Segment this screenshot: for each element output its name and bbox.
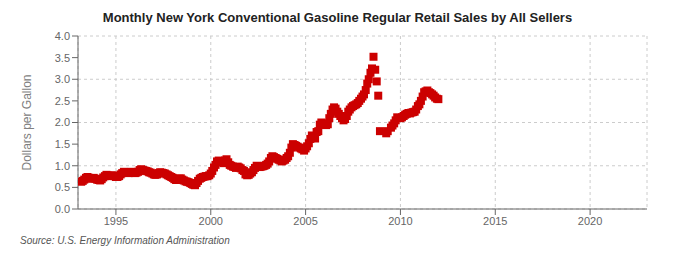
svg-text:1995: 1995 [104, 215, 128, 227]
svg-text:2010: 2010 [388, 215, 412, 227]
svg-text:2005: 2005 [293, 215, 317, 227]
svg-text:0.5: 0.5 [55, 181, 70, 193]
svg-text:3.0: 3.0 [55, 73, 70, 85]
svg-text:4.0: 4.0 [55, 30, 70, 42]
html-text:Monthly New York Conventional: Monthly New York Conventional Gasoline R… [102, 10, 573, 25]
svg-text:2000: 2000 [199, 215, 223, 227]
svg-text:2.0: 2.0 [55, 116, 70, 128]
svg-text:2.5: 2.5 [55, 95, 70, 107]
svg-text:Dollars per Gallon: Dollars per Gallon [20, 74, 34, 170]
svg-text:2015: 2015 [483, 215, 507, 227]
svg-text:1.5: 1.5 [55, 138, 70, 150]
svg-text:3.5: 3.5 [55, 52, 70, 64]
html-text:Source: U.S. Energy Informatio: Source: U.S. Energy Information Administ… [20, 235, 230, 246]
svg-text:0.0: 0.0 [55, 203, 70, 215]
svg-text:1.0: 1.0 [55, 160, 70, 172]
svg-text:2020: 2020 [578, 215, 602, 227]
